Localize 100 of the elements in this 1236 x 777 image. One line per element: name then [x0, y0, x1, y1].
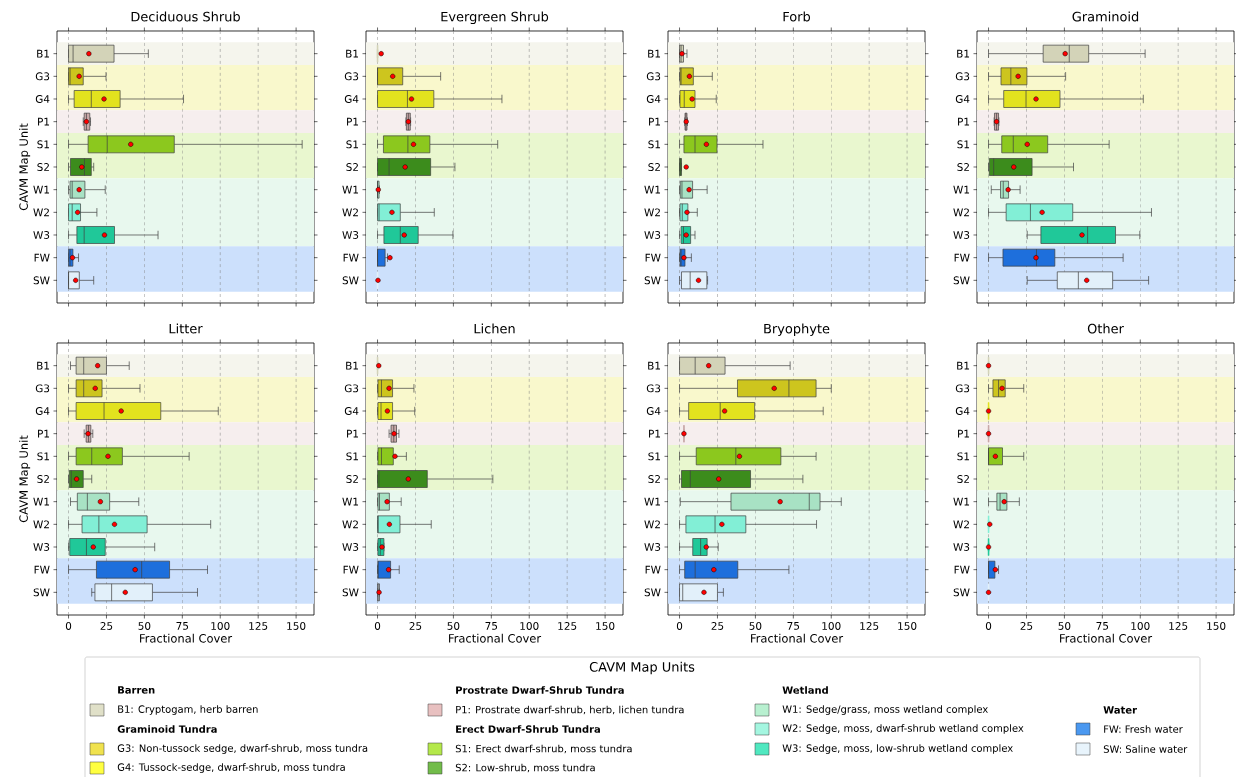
x-tick-label: 125 — [1169, 622, 1188, 630]
y-tick-label: W3 — [342, 543, 359, 551]
x-tick-label: 125 — [860, 622, 879, 630]
x-tick-label: 25 — [409, 622, 422, 630]
x-tick-label: 75 — [787, 622, 800, 630]
y-tick-label: W1 — [342, 185, 359, 194]
x-tick-label: 100 — [1131, 622, 1150, 630]
x-tick-label: 100 — [520, 622, 539, 630]
y-tick-label: B1 — [957, 361, 970, 370]
y-tick-label: SW — [342, 588, 359, 597]
category-label: B1: Cryptogam, herb barren — [118, 705, 258, 715]
y-tick-label: S1 — [957, 452, 970, 461]
y-tick-label: G3 — [344, 384, 359, 393]
text: Prostrate Dwarf-Shrub Tundra — [456, 686, 624, 694]
chart-title: Deciduous Shrub — [131, 11, 240, 22]
y-tick-label: S2 — [37, 163, 49, 171]
y-tick-label: W3 — [644, 231, 661, 239]
y-tick-label: P1 — [347, 429, 359, 438]
text: Wetland — [782, 686, 828, 694]
category-label: S2: Low-shrub, moss tundra — [455, 763, 595, 773]
y-tick-label: P1 — [38, 117, 50, 126]
y-tick-label: W2 — [644, 208, 660, 217]
category-label: W2: Sedge, moss, dwarf-shrub wetland complex — [782, 724, 1024, 734]
y-tick-label: S2 — [957, 475, 969, 483]
x-tick-label: 25 — [100, 622, 113, 630]
y-tick-label: S1 — [37, 452, 50, 461]
y-tick-label: W2 — [33, 208, 49, 217]
y-tick-label: SW — [33, 588, 50, 597]
y-tick-label: G4 — [35, 95, 50, 103]
x-tick-label: 0 — [374, 622, 381, 630]
chart-title: Other — [1087, 323, 1124, 334]
y-tick-label: W1 — [33, 497, 50, 506]
y-tick-label: P1 — [347, 117, 359, 126]
y-tick-label: G3 — [955, 384, 970, 393]
y-tick-label: SW — [953, 588, 970, 597]
y-tick-label: G3 — [344, 72, 359, 81]
y-tick-label: FW — [645, 253, 661, 262]
x-tick-label: 125 — [249, 622, 268, 630]
y-tick-label: SW — [644, 588, 661, 597]
text: Water — [1103, 706, 1137, 714]
y-tick-label: FW — [343, 565, 359, 574]
y-tick-label: P1 — [649, 117, 661, 126]
y-tick-label: B1 — [648, 361, 661, 370]
y-tick-label: W2 — [33, 520, 49, 529]
x-tick-label: 0 — [985, 622, 992, 630]
y-tick-label: W1 — [953, 185, 970, 194]
y-tick-label: G3 — [646, 72, 661, 81]
x-axis-title: Fractional Cover — [751, 633, 844, 643]
x-tick-label: 50 — [749, 622, 762, 630]
text: CAVM Map Units — [589, 661, 695, 675]
y-tick-label: G4 — [955, 407, 970, 415]
y-tick-label: W2 — [342, 208, 358, 217]
chart-title: Graminoid — [1072, 11, 1139, 22]
y-tick-label: FW — [34, 565, 50, 574]
x-tick-label: 100 — [822, 622, 841, 630]
x-tick-label: 0 — [676, 622, 683, 630]
y-tick-label: G3 — [955, 72, 970, 81]
y-tick-label: S2 — [346, 475, 358, 483]
y-tick-label: B1 — [648, 49, 661, 58]
category-label: W1: Sedge/grass, moss wetland complex — [782, 705, 988, 715]
chart-title: Lichen — [474, 323, 515, 334]
y-tick-label: W3 — [33, 543, 50, 551]
x-axis-title: Fractional Cover — [1060, 633, 1153, 643]
y-tick-label: B1 — [346, 361, 359, 370]
category-label: G3: Non-tussock sedge, dwarf-shrub, moss tundra — [117, 744, 368, 754]
y-tick-label: SW — [953, 276, 970, 285]
chart-title: Evergreen Shrub — [441, 11, 549, 25]
chart-title: Bryophyte — [764, 323, 830, 337]
x-tick-label: 0 — [65, 622, 72, 630]
y-tick-label: W1 — [33, 185, 50, 194]
x-tick-label: 150 — [898, 622, 917, 630]
y-tick-label: P1 — [38, 429, 50, 438]
y-tick-label: W1 — [644, 185, 661, 194]
y-tick-label: W3 — [33, 231, 50, 239]
y-tick-label: B1 — [37, 49, 50, 58]
y-tick-label: W2 — [644, 520, 660, 529]
x-tick-label: 150 — [287, 622, 306, 630]
text: Graminoid Tundra — [117, 725, 217, 733]
y-tick-label: G4 — [646, 407, 661, 415]
y-tick-label: B1 — [37, 361, 50, 370]
y-tick-label: S1 — [957, 140, 970, 149]
x-tick-label: 125 — [558, 622, 577, 630]
text: Erect Dwarf-Shrub Tundra — [456, 725, 600, 733]
y-axis-title: CAVM Map Unit — [19, 123, 31, 211]
y-tick-label: S2 — [957, 163, 969, 171]
chart-title: Forb — [783, 11, 811, 22]
y-tick-label: P1 — [958, 117, 970, 126]
category-label: SW: Saline water — [1103, 745, 1188, 753]
y-tick-label: G3 — [646, 384, 661, 393]
x-axis-title: Fractional Cover — [449, 633, 542, 643]
category-label: FW: Fresh water — [1104, 725, 1183, 733]
y-tick-label: P1 — [958, 429, 970, 438]
y-tick-label: S1 — [648, 452, 661, 461]
y-tick-label: S1 — [648, 140, 661, 149]
y-tick-label: FW — [34, 253, 50, 262]
y-tick-label: S2 — [648, 163, 660, 171]
category-label: G4: Tussock-sedge, dwarf-shrub, moss tundra — [117, 763, 345, 773]
y-tick-label: W2 — [953, 520, 969, 529]
y-tick-label: S2 — [37, 475, 49, 483]
y-tick-label: S2 — [648, 475, 660, 483]
